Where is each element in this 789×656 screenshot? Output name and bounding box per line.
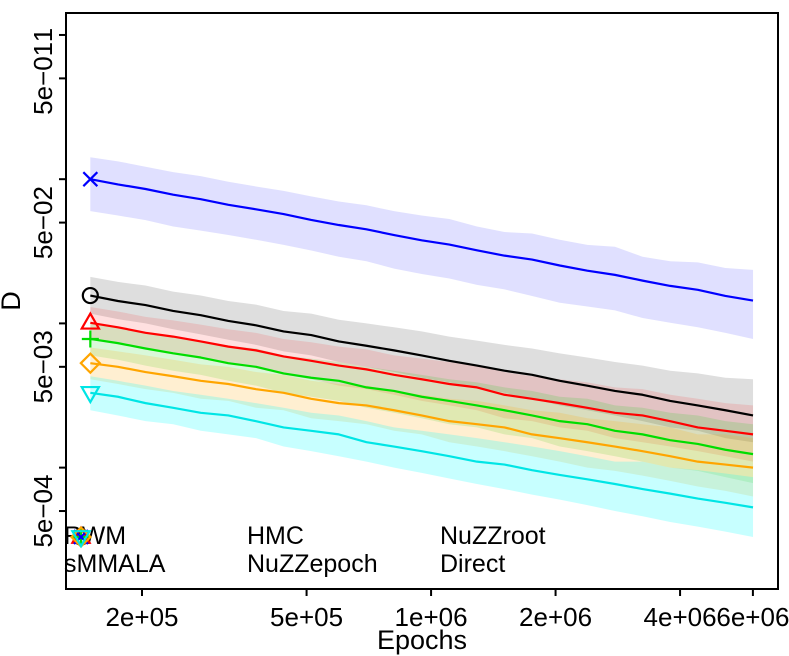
legend-label-hmc: HMC <box>247 521 304 550</box>
marker-NuZZroot <box>79 352 102 375</box>
x-tick-label: 2e+06 <box>519 602 592 632</box>
line-Direct <box>90 391 754 509</box>
marker-RWM <box>81 286 99 305</box>
legend-item-nuzzroot: NuZZroot <box>69 521 546 550</box>
y-tick-label: 5e−01 <box>28 42 58 115</box>
marker-HMC <box>81 330 99 348</box>
band-NuZZroot <box>90 347 754 497</box>
y-tick-label: 5e−02 <box>28 186 58 259</box>
line-sMMALA <box>90 321 754 436</box>
legend-label-nuzzepoch: NuZZepoch <box>247 549 378 578</box>
plot-box <box>65 12 779 590</box>
y-tick-label: 1 <box>28 28 58 42</box>
y-axis-title: D <box>0 291 26 311</box>
chart-legend: RWM sMMALA HMC NuZZepoch NuZZroot Direct <box>64 522 546 578</box>
band-Direct <box>90 376 754 538</box>
marker-Direct <box>79 385 101 405</box>
legend-label-nuzzroot: NuZZroot <box>440 521 546 550</box>
marker-sMMALA <box>79 311 101 330</box>
line-NuZZepoch <box>90 178 754 302</box>
legend-label-smmala: sMMALA <box>64 549 166 578</box>
Direct-legend-marker <box>70 530 92 549</box>
y-tick-label: 5e−03 <box>28 330 58 403</box>
band-sMMALA <box>90 306 754 462</box>
legend-label-direct: Direct <box>440 549 506 578</box>
line-NuZZroot <box>90 362 754 469</box>
x-tick-label: 1e+06 <box>395 602 468 632</box>
x-tick-label: 4e+06 <box>644 602 717 632</box>
x-tick-label: 2e+05 <box>105 602 178 632</box>
band-RWM <box>90 276 754 443</box>
y-tick-label: 5e−04 <box>28 475 58 548</box>
band-NuZZepoch <box>90 157 754 339</box>
triangle-down-marker-icon <box>70 530 92 549</box>
legend-item-nuzzepoch: NuZZepoch <box>73 529 440 578</box>
legend-item-hmc: HMC <box>72 521 440 550</box>
line-HMC <box>90 337 754 456</box>
x-axis-title: Epochs <box>377 625 467 655</box>
marker-NuZZepoch <box>82 171 99 187</box>
x-tick-label: 5e+05 <box>270 602 343 632</box>
line-RWM <box>90 294 754 417</box>
legend-item-direct: Direct <box>70 530 546 578</box>
x-tick-label: 6e+06 <box>716 602 789 632</box>
legend-item-smmala: sMMALA <box>64 525 247 578</box>
